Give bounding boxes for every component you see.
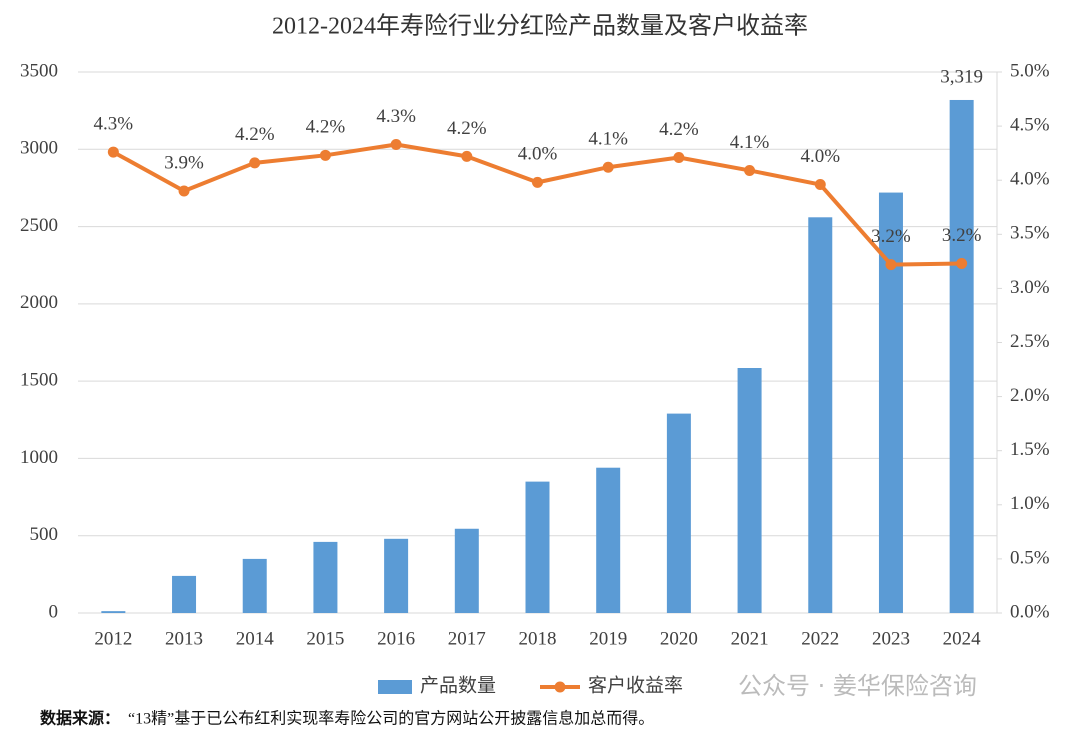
- line-value-label: 3.2%: [942, 225, 982, 246]
- line-point: [107, 146, 119, 158]
- bar: [808, 217, 833, 613]
- x-tick-label: 2012: [94, 628, 132, 649]
- line-value-label: 4.0%: [518, 144, 558, 165]
- line-point: [814, 179, 826, 191]
- bar: [596, 467, 621, 613]
- footnote-label: 数据来源：: [40, 709, 120, 728]
- line-value-label: 4.2%: [235, 124, 275, 145]
- x-tick-label: 2019: [589, 628, 627, 649]
- x-tick-label: 2024: [943, 628, 982, 649]
- line-point: [885, 259, 897, 271]
- line-value-label: 3.2%: [871, 226, 911, 247]
- y-tick-label: 3000: [20, 138, 58, 159]
- bar: [454, 528, 479, 613]
- bar: [525, 481, 550, 613]
- x-tick-label: 2021: [731, 628, 769, 649]
- footnote-text: “13精”基于已公布红利实现率寿险公司的官方网站公开披露信息加总而得。: [128, 710, 654, 728]
- bar: [313, 541, 338, 613]
- legend-label: 客户收益率: [588, 674, 683, 696]
- x-tick-label: 2022: [801, 628, 839, 649]
- legend-swatch-point: [554, 681, 566, 693]
- y-tick-label: 0: [49, 601, 59, 622]
- x-tick-label: 2015: [306, 628, 344, 649]
- line-value-label: 4.2%: [306, 117, 346, 138]
- bar: [172, 575, 197, 613]
- line-point: [744, 164, 756, 176]
- bar: [666, 413, 691, 613]
- legend-label: 产品数量: [420, 674, 496, 696]
- y-tick-label: 1500: [20, 370, 58, 391]
- y2-tick-label: 0.5%: [1010, 547, 1050, 568]
- x-tick-label: 2016: [377, 628, 415, 649]
- bar: [737, 368, 762, 613]
- bar-value-label: 3,319: [940, 66, 983, 87]
- y2-tick-label: 5.0%: [1010, 60, 1050, 81]
- y-tick-label: 500: [30, 524, 59, 545]
- watermark: 公众号 · 姜华保险咨询: [738, 672, 977, 700]
- bar: [101, 611, 126, 613]
- line-value-label: 4.2%: [659, 119, 699, 140]
- y2-tick-label: 1.0%: [1010, 493, 1050, 514]
- y-tick-label: 1000: [20, 447, 58, 468]
- y2-tick-label: 2.0%: [1010, 385, 1050, 406]
- y2-tick-label: 1.5%: [1010, 439, 1050, 460]
- line-value-label: 4.3%: [376, 106, 416, 127]
- line-point: [532, 176, 543, 188]
- line-value-label: 4.3%: [94, 113, 134, 134]
- line-value-label: 4.0%: [800, 146, 840, 167]
- chart-title: 2012-2024年寿险行业分红险产品数量及客户收益率: [272, 13, 808, 40]
- line-point: [956, 258, 968, 270]
- x-tick-label: 2013: [165, 628, 203, 649]
- line-value-label: 4.1%: [588, 129, 628, 150]
- y2-tick-label: 2.5%: [1010, 331, 1050, 352]
- x-tick-label: 2020: [660, 628, 698, 649]
- line-value-label: 3.9%: [164, 152, 204, 173]
- line-point: [673, 151, 685, 163]
- x-tick-label: 2023: [872, 628, 910, 649]
- x-tick-label: 2018: [519, 628, 557, 649]
- y-tick-label: 3500: [20, 60, 58, 81]
- line-point: [319, 149, 331, 161]
- y2-tick-label: 3.0%: [1010, 277, 1050, 298]
- line-value-label: 4.2%: [447, 118, 487, 139]
- bar: [949, 99, 974, 614]
- y2-tick-label: 4.5%: [1010, 114, 1050, 135]
- line-point: [390, 138, 402, 150]
- y2-tick-label: 0.0%: [1010, 601, 1050, 622]
- bar: [242, 558, 267, 613]
- line-point: [602, 161, 614, 173]
- y2-tick-label: 3.5%: [1010, 223, 1050, 244]
- line-point: [249, 157, 261, 169]
- x-tick-label: 2014: [236, 628, 275, 649]
- legend-swatch: [378, 680, 412, 694]
- y-tick-label: 2500: [20, 215, 58, 236]
- line-value-label: 4.1%: [730, 132, 770, 153]
- bar: [384, 538, 409, 613]
- line-point: [178, 185, 190, 197]
- line-point: [461, 150, 473, 162]
- y2-tick-label: 4.0%: [1010, 169, 1050, 190]
- y-tick-label: 2000: [20, 292, 58, 313]
- x-tick-label: 2017: [448, 628, 486, 649]
